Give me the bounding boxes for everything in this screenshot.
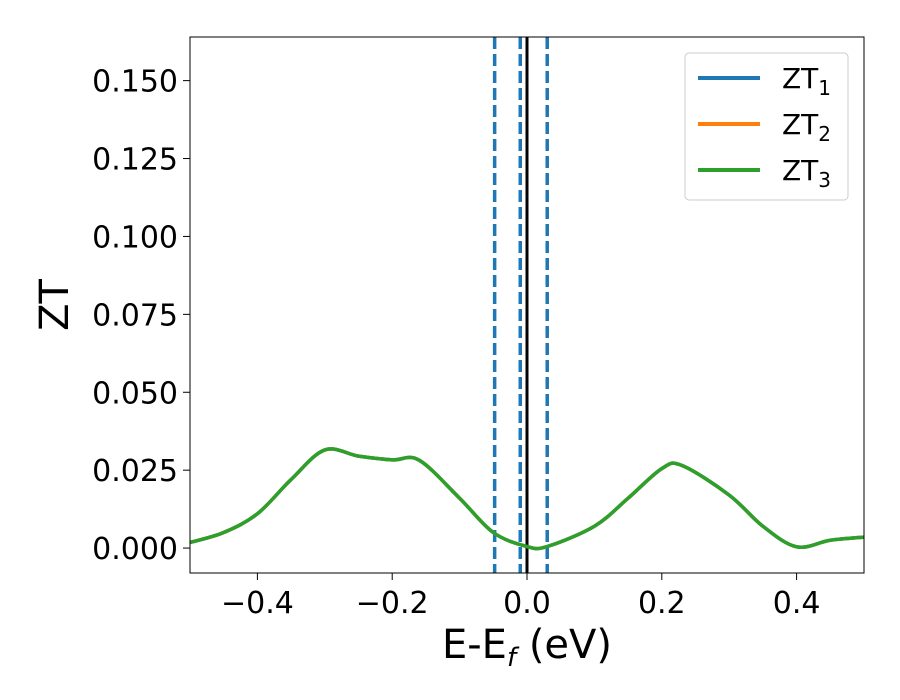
legend-label-2: ZT2	[782, 108, 831, 146]
x-axis-ticks: −0.4 −0.2 0.0 0.2 0.4	[221, 573, 820, 621]
series-lines	[190, 447, 864, 551]
legend-box	[684, 52, 849, 201]
x-tick-label: −0.4	[221, 586, 294, 621]
x-tick-label: −0.2	[356, 586, 429, 621]
x-axis-label: E-Ef (eV)	[442, 622, 612, 673]
x-tick-label: 0.0	[503, 586, 551, 621]
y-axis-label: ZT	[32, 279, 78, 331]
y-tick-label: 0.100	[92, 220, 178, 255]
series-line-3	[190, 447, 864, 551]
y-axis-ticks: 0.000 0.025 0.050 0.075 0.100 0.125 0.150	[92, 65, 190, 567]
x-tick-label: 0.4	[773, 586, 821, 621]
y-tick-label: 0.150	[92, 65, 178, 100]
y-tick-label: 0.075	[92, 298, 178, 333]
y-tick-label: 0.050	[92, 376, 178, 411]
legend: ZT1 ZT2 ZT3	[684, 52, 849, 201]
y-tick-label: 0.125	[92, 143, 178, 178]
legend-label-3: ZT3	[782, 154, 831, 192]
vertical-reference-lines	[492, 37, 549, 573]
legend-label-1: ZT1	[782, 62, 831, 100]
y-tick-label: 0.025	[92, 454, 178, 489]
x-tick-label: 0.2	[638, 586, 686, 621]
y-tick-label: 0.000	[92, 532, 178, 567]
